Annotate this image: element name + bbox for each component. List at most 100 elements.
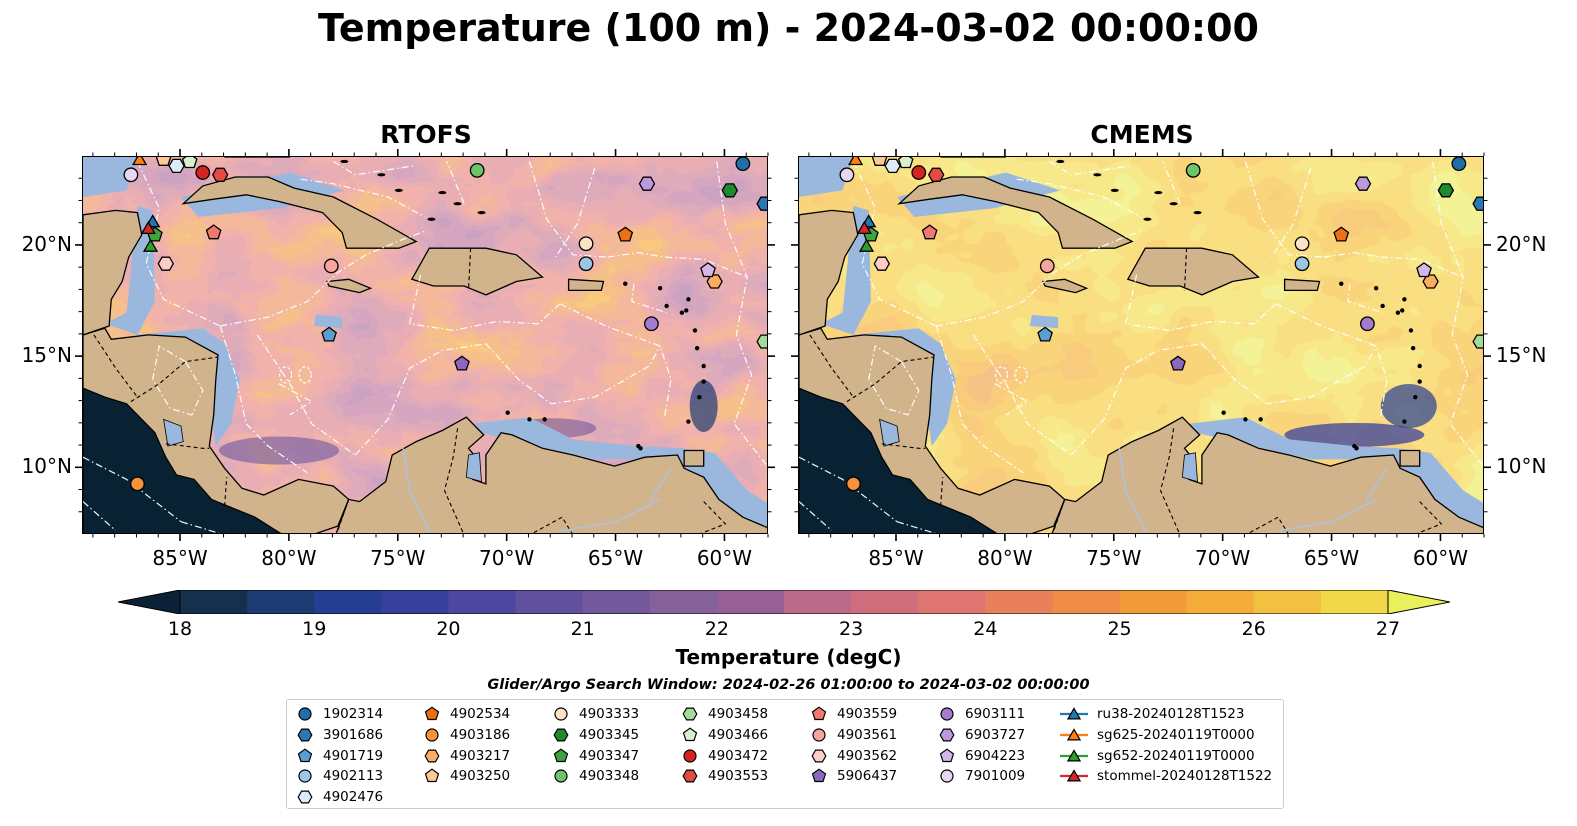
pentagon-marker-icon	[811, 706, 827, 721]
rtofs-map[interactable]	[82, 156, 768, 534]
platform-4903348[interactable]	[1185, 162, 1201, 178]
legend-item: 4902476	[295, 787, 383, 807]
platform-4903250[interactable]	[155, 157, 172, 166]
platform-4903553[interactable]	[211, 167, 229, 182]
legend-item: 4903347	[551, 746, 639, 766]
colorbar-tick-label: 27	[1375, 618, 1401, 640]
shelf-region	[453, 417, 767, 533]
platform-4903458[interactable]	[756, 334, 768, 349]
platform-4903333[interactable]	[578, 236, 594, 252]
platform-6903111[interactable]	[644, 316, 659, 332]
platform-4903561[interactable]	[1039, 258, 1055, 274]
platform-4903559[interactable]	[921, 224, 938, 240]
platform-4903250[interactable]	[871, 157, 888, 166]
eez-boundary	[1070, 343, 1202, 456]
legend-item: 4903348	[551, 766, 639, 786]
platform-4902476[interactable]	[884, 158, 901, 174]
land-trinidad	[683, 449, 705, 467]
legend-label: 4903466	[708, 726, 769, 743]
platform-4903472[interactable]	[195, 165, 211, 180]
lon-tick-label: 85°W	[868, 546, 924, 570]
eez-boundary	[278, 383, 313, 416]
platform-1902314[interactable]	[1451, 157, 1467, 172]
country-border	[531, 516, 573, 533]
eez-boundary	[152, 345, 204, 416]
platform-4903345[interactable]	[721, 183, 739, 198]
legend-label: 4903559	[837, 706, 898, 722]
legend-item: 4903559	[809, 704, 897, 724]
rtofs-panel-title: RTOFS	[380, 120, 472, 149]
platform-4903186[interactable]	[130, 476, 145, 492]
country-border	[700, 501, 727, 533]
colorbar-segment	[314, 590, 382, 614]
legend-item: 4902534	[422, 704, 510, 724]
platform-6903111[interactable]	[1360, 316, 1375, 332]
land-hispaniola	[1126, 247, 1260, 296]
eez-boundary	[333, 160, 415, 176]
platform-4901719[interactable]	[1037, 326, 1053, 342]
platform-4903553[interactable]	[927, 167, 945, 182]
eez-boundary	[631, 283, 667, 314]
platform-stommel-20240128T1522[interactable]	[856, 220, 872, 235]
colorbar-segment	[515, 590, 584, 614]
platform-4903458[interactable]	[1472, 334, 1484, 349]
eez-boundary	[868, 345, 920, 416]
pentagon-marker-icon	[424, 768, 440, 783]
platform-4903217[interactable]	[1422, 274, 1439, 289]
platform-4902534[interactable]	[1333, 226, 1350, 242]
legend-item: 4903562	[809, 746, 897, 766]
legend-label: 4903333	[579, 706, 640, 722]
platform-4902113[interactable]	[578, 256, 594, 272]
platform-1902314[interactable]	[735, 157, 751, 172]
pentagon-marker-icon	[939, 748, 955, 762]
platform-4903466[interactable]	[181, 157, 198, 169]
triangle-line-marker-icon	[1060, 707, 1088, 720]
platform-4903345[interactable]	[1437, 183, 1455, 198]
platform-7901009[interactable]	[839, 167, 855, 183]
cmems-map[interactable]	[798, 156, 1484, 534]
platform-4902113[interactable]	[1294, 256, 1310, 272]
platform-6904223[interactable]	[700, 262, 716, 278]
colorbar-segment	[716, 590, 785, 614]
platform-4902534[interactable]	[617, 226, 634, 242]
eez-boundary	[1323, 251, 1464, 278]
platform-3901686[interactable]	[1472, 196, 1484, 211]
platform-sg625-20240119T0000[interactable]	[131, 157, 148, 166]
legend-label: 4903553	[708, 768, 769, 785]
platform-4903559[interactable]	[205, 224, 222, 240]
platform-5906437[interactable]	[454, 355, 470, 371]
platform-7901009[interactable]	[123, 167, 139, 183]
colorbar	[118, 590, 1450, 614]
eez-boundary	[1347, 283, 1383, 314]
platform-stommel-20240128T1522[interactable]	[140, 220, 156, 235]
platform-5906437[interactable]	[1170, 355, 1186, 371]
colorbar-segment	[582, 590, 651, 614]
platform-sg652-20240119T0000[interactable]	[142, 238, 159, 252]
legend-label: 4901719	[323, 747, 384, 764]
legend-label: 4903345	[579, 726, 640, 743]
platform-4903472[interactable]	[911, 165, 927, 180]
land-trinidad	[1399, 449, 1421, 467]
platform-4903217[interactable]	[706, 274, 723, 289]
colorbar-tick-label: 26	[1241, 618, 1266, 640]
eez-boundary	[1201, 343, 1377, 405]
platform-4903562[interactable]	[157, 256, 175, 271]
platform-4903186[interactable]	[846, 476, 861, 492]
platform-4903562[interactable]	[873, 256, 891, 271]
platform-4902476[interactable]	[168, 158, 185, 174]
platform-4901719[interactable]	[321, 326, 337, 342]
circle-marker-icon	[554, 769, 568, 783]
colorbar-segment	[1253, 590, 1322, 614]
platform-sg652-20240119T0000[interactable]	[858, 238, 875, 252]
colorbar-tick-label: 22	[704, 618, 729, 640]
platform-4903348[interactable]	[469, 162, 485, 178]
platform-6904223[interactable]	[1416, 262, 1432, 278]
platform-4903333[interactable]	[1294, 236, 1310, 252]
platform-4903561[interactable]	[323, 258, 339, 274]
hexagon-marker-icon	[553, 728, 569, 742]
platform-4903466[interactable]	[897, 157, 914, 169]
platform-sg625-20240119T0000[interactable]	[847, 157, 864, 166]
platform-6903727[interactable]	[638, 176, 656, 191]
platform-6903727[interactable]	[1354, 176, 1372, 191]
platform-3901686[interactable]	[756, 196, 768, 211]
